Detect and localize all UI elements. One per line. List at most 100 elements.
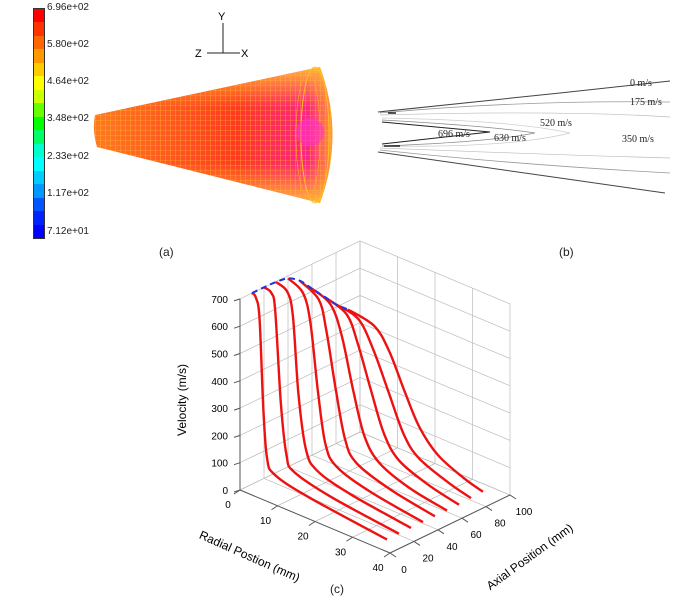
colorbar-segment — [34, 103, 44, 117]
z-axis-title: Velocity (m/s) — [175, 364, 189, 436]
colorbar-tick: 6.96e+02 — [47, 2, 89, 13]
z-tick-label: 400 — [211, 377, 228, 388]
contour-line-0 — [377, 80, 671, 113]
velocity-profile-line — [263, 286, 400, 535]
y-axis-line — [389, 494, 511, 554]
colorbar-segment — [34, 157, 44, 171]
triad-x-label: X — [241, 48, 249, 60]
contour-label: 350 m/s — [622, 134, 654, 145]
y-axis-title: Axial Position (mm) — [484, 521, 576, 593]
z-tick-label: 100 — [211, 459, 228, 470]
gridline — [277, 447, 398, 507]
contour-plot: 0 m/s 175 m/s 696 m/s 630 m/s 520 m/s 35… — [377, 78, 671, 194]
velocity-profile-line — [311, 287, 448, 512]
x-tick-label: 40 — [372, 563, 384, 574]
z-tick-label: 0 — [222, 486, 228, 497]
y-tick-label: 100 — [516, 507, 533, 518]
panel-a-label: (a) — [159, 245, 174, 259]
y-tick — [413, 540, 421, 546]
velocity-profile-line — [275, 281, 412, 529]
gridline — [352, 478, 473, 538]
y-tick-label: 80 — [494, 519, 506, 530]
y-tick — [485, 506, 493, 512]
z-tick — [233, 298, 241, 302]
colorbar-segment — [34, 89, 44, 104]
x-tick — [271, 505, 278, 511]
z-tick-label: 500 — [211, 350, 228, 361]
z-tick — [233, 353, 241, 356]
colorbar — [33, 8, 45, 239]
y-tick — [437, 529, 445, 535]
z-tick — [233, 462, 241, 466]
x-tick-label: 30 — [335, 547, 347, 558]
velocity-cone-plot: Y Z X — [93, 11, 333, 204]
nozzle-edge — [384, 112, 400, 147]
contour-line — [379, 149, 671, 174]
colorbar-segment — [34, 116, 44, 131]
velocity-profile-line — [251, 292, 388, 541]
axes-triad — [207, 23, 240, 54]
y-tick-label: 60 — [470, 530, 482, 541]
x-tick — [383, 552, 391, 558]
x-axis-title: Radial Postion (mm) — [197, 528, 302, 585]
velocity-profile-line — [299, 279, 436, 518]
z-tick-label: 700 — [211, 295, 228, 306]
z-tick — [233, 407, 241, 411]
colorbar-tick: 3.48e+02 — [47, 113, 89, 124]
gridline — [239, 431, 361, 491]
colorbar-segment — [34, 130, 44, 144]
contour-label: 175 m/s — [630, 97, 662, 108]
panel-b-label: (b) — [559, 245, 574, 259]
y-tick — [461, 517, 469, 523]
z-tick — [233, 380, 241, 384]
x-tick — [346, 536, 353, 542]
x-tick — [308, 521, 316, 526]
z-tick-label: 600 — [211, 322, 228, 333]
panel-c-label: (c) — [330, 582, 344, 596]
colorbar-tick: 4.64e+02 — [47, 76, 89, 87]
velocity-profile-line — [347, 308, 484, 493]
colorbar-segment — [34, 211, 44, 225]
y-tick-label: 20 — [422, 553, 434, 564]
centerline-velocity-line — [251, 277, 349, 311]
colorbar-segment — [34, 76, 44, 90]
z-tick-label: 300 — [211, 404, 228, 415]
contour-label: 630 m/s — [494, 133, 526, 144]
contour-line-520 — [381, 117, 571, 147]
gridline — [239, 267, 361, 327]
gridline — [239, 322, 361, 382]
velocity-profile-line — [287, 277, 424, 524]
z-tick — [233, 325, 241, 329]
colorbar-tick: 5.80e+02 — [47, 39, 89, 50]
contour-line — [379, 147, 671, 159]
colorbar-segment — [34, 197, 44, 212]
z-tick — [233, 434, 241, 438]
colorbar-segment — [34, 35, 44, 50]
gridline — [239, 240, 361, 300]
colorbar-segment — [34, 143, 44, 158]
contour-line — [379, 112, 671, 118]
x-tick-label: 20 — [297, 532, 309, 543]
contour-line-175 — [379, 101, 671, 114]
triad-z-label: Z — [195, 48, 202, 60]
colorbar-segment — [34, 22, 44, 36]
contour-label: 520 m/s — [540, 118, 572, 129]
y-tick-label: 0 — [401, 565, 407, 576]
x-tick-label: 10 — [260, 516, 272, 527]
colorbar-segment — [34, 49, 44, 63]
y-tick-label: 40 — [446, 542, 458, 553]
colorbar-tick: 7.12e+01 — [47, 226, 89, 237]
x-tick — [233, 489, 241, 495]
contour-line-696 — [381, 121, 491, 145]
z-tick-label: 200 — [211, 431, 228, 442]
contour-line-630 — [381, 119, 536, 147]
contour-label: 0 m/s — [630, 78, 652, 89]
velocity-profile-line — [335, 303, 472, 500]
colorbar-segment — [34, 184, 44, 198]
y-tick — [389, 552, 397, 558]
gridline — [239, 349, 361, 409]
contour-label: 696 m/s — [438, 129, 470, 140]
colorbar-segment — [34, 62, 44, 77]
y-tick — [509, 494, 517, 500]
